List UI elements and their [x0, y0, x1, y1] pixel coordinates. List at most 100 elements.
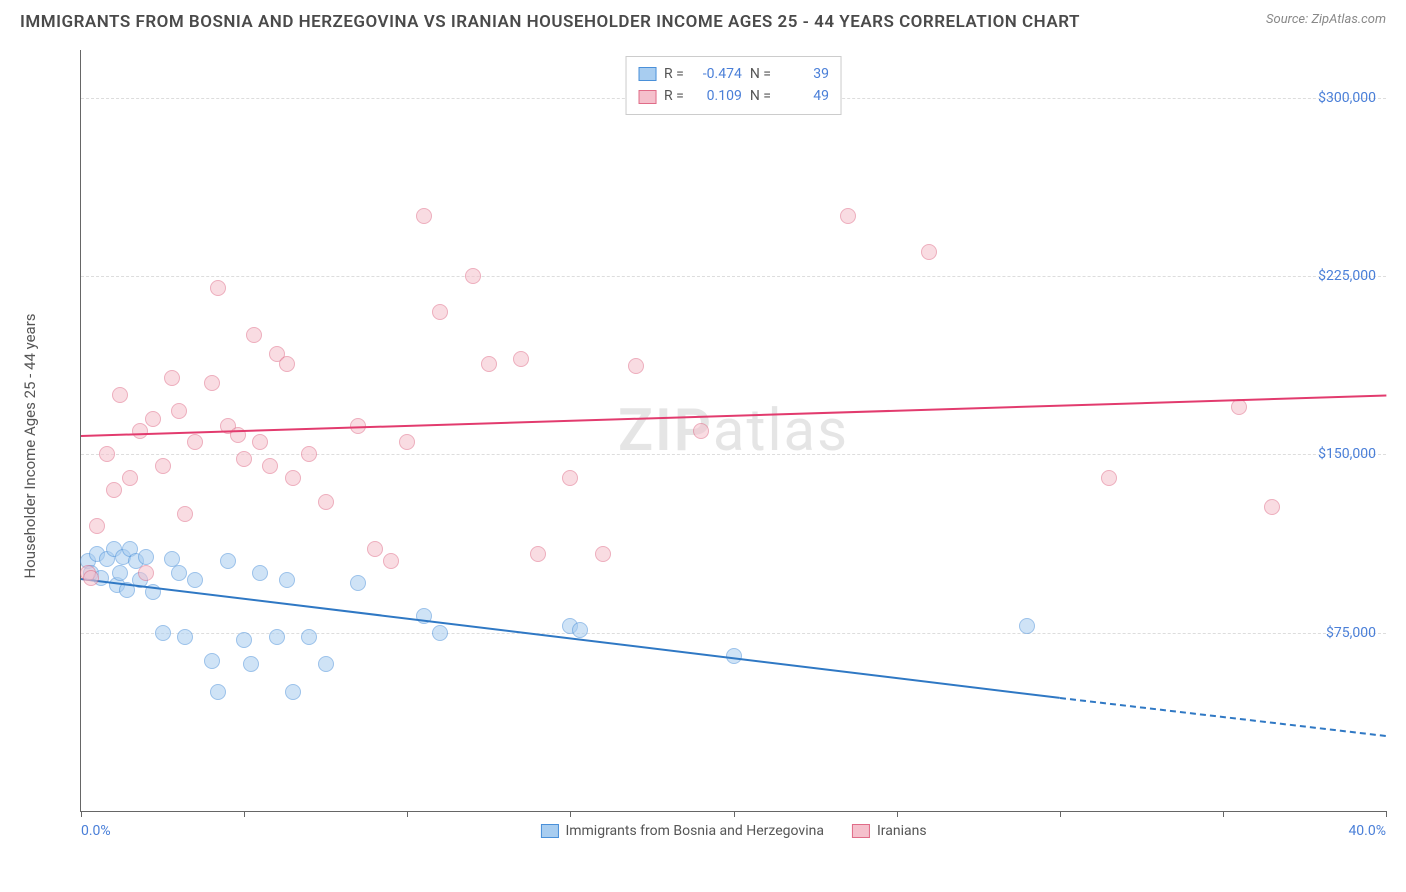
data-point-iranians	[530, 546, 546, 562]
data-point-iranians	[840, 208, 856, 224]
r-label: R =	[664, 63, 684, 85]
data-point-iranians	[122, 470, 138, 486]
legend-stats-box: R = -0.474 N = 39 R = 0.109 N = 49	[625, 56, 842, 115]
legend-label-iranians: Iranians	[877, 823, 927, 839]
data-point-iranians	[204, 375, 220, 391]
x-tick	[81, 811, 82, 817]
n-label: N =	[750, 63, 771, 85]
n-label: N =	[750, 85, 771, 107]
data-point-iranians	[367, 541, 383, 557]
data-point-bosnia	[350, 575, 366, 591]
data-point-bosnia	[285, 684, 301, 700]
data-point-bosnia	[432, 625, 448, 641]
data-point-bosnia	[1019, 618, 1035, 634]
legend-stats-row-1: R = -0.474 N = 39	[638, 63, 829, 85]
gridline	[81, 454, 1386, 455]
data-point-iranians	[416, 208, 432, 224]
data-point-bosnia	[204, 653, 220, 669]
chart-area: Householder Income Ages 25 - 44 years ZI…	[50, 50, 1386, 842]
data-point-bosnia	[171, 565, 187, 581]
y-tick-label: $225,000	[1318, 268, 1376, 284]
data-point-iranians	[187, 434, 203, 450]
data-point-bosnia	[572, 622, 588, 638]
r-label: R =	[664, 85, 684, 107]
data-point-bosnia	[243, 656, 259, 672]
data-point-iranians	[236, 451, 252, 467]
x-tick	[1386, 811, 1387, 817]
data-point-iranians	[99, 446, 115, 462]
data-point-bosnia	[138, 549, 154, 565]
data-point-iranians	[513, 351, 529, 367]
legend-item-iranians: Iranians	[852, 823, 927, 839]
trendline-bosnia-dashed	[1060, 697, 1386, 737]
data-point-iranians	[383, 553, 399, 569]
data-point-bosnia	[112, 565, 128, 581]
data-point-iranians	[155, 458, 171, 474]
x-tick	[734, 811, 735, 817]
data-point-iranians	[89, 518, 105, 534]
legend-stats-row-2: R = 0.109 N = 49	[638, 85, 829, 107]
data-point-iranians	[465, 268, 481, 284]
data-point-iranians	[246, 327, 262, 343]
data-point-bosnia	[269, 629, 285, 645]
data-point-iranians	[595, 546, 611, 562]
data-point-iranians	[562, 470, 578, 486]
data-point-iranians	[318, 494, 334, 510]
r-value-iranians: 0.109	[692, 85, 742, 107]
data-point-iranians	[921, 244, 937, 260]
n-value-iranians: 49	[779, 85, 829, 107]
data-point-iranians	[481, 356, 497, 372]
source-prefix: Source:	[1266, 12, 1311, 27]
data-point-iranians	[628, 358, 644, 374]
x-axis-min-label: 0.0%	[81, 823, 111, 839]
y-tick-label: $75,000	[1326, 625, 1376, 641]
data-point-iranians	[138, 565, 154, 581]
trendline-bosnia	[81, 578, 1060, 699]
data-point-iranians	[106, 482, 122, 498]
x-axis-max-label: 40.0%	[1348, 823, 1386, 839]
source-name: ZipAtlas.com	[1311, 12, 1386, 27]
header: IMMIGRANTS FROM BOSNIA AND HERZEGOVINA V…	[0, 0, 1406, 40]
data-point-iranians	[177, 506, 193, 522]
plot-region: ZIPatlas R = -0.474 N = 39 R = 0.109 N =…	[80, 50, 1386, 812]
source-attribution: Source: ZipAtlas.com	[1266, 12, 1386, 27]
data-point-iranians	[262, 458, 278, 474]
data-point-iranians	[164, 370, 180, 386]
legend-swatch-iranians	[852, 824, 870, 838]
data-point-bosnia	[210, 684, 226, 700]
data-point-iranians	[1264, 499, 1280, 515]
chart-container: IMMIGRANTS FROM BOSNIA AND HERZEGOVINA V…	[0, 0, 1406, 892]
data-point-iranians	[252, 434, 268, 450]
data-point-bosnia	[155, 625, 171, 641]
data-point-iranians	[112, 387, 128, 403]
legend-item-bosnia: Immigrants from Bosnia and Herzegovina	[540, 823, 824, 839]
x-tick	[1060, 811, 1061, 817]
data-point-bosnia	[252, 565, 268, 581]
y-tick-label: $150,000	[1318, 446, 1376, 462]
data-point-iranians	[1101, 470, 1117, 486]
data-point-iranians	[279, 356, 295, 372]
data-point-iranians	[83, 570, 99, 586]
legend-swatch-iranians	[638, 90, 656, 104]
y-axis-title: Householder Income Ages 25 - 44 years	[21, 313, 39, 578]
x-tick	[244, 811, 245, 817]
chart-title: IMMIGRANTS FROM BOSNIA AND HERZEGOVINA V…	[20, 12, 1080, 32]
data-point-iranians	[693, 423, 709, 439]
data-point-iranians	[301, 446, 317, 462]
trendline-iranians	[81, 395, 1386, 437]
legend-swatch-bosnia	[540, 824, 558, 838]
data-point-iranians	[145, 411, 161, 427]
r-value-bosnia: -0.474	[692, 63, 742, 85]
x-tick	[407, 811, 408, 817]
x-tick	[1223, 811, 1224, 817]
data-point-iranians	[210, 280, 226, 296]
x-tick	[570, 811, 571, 817]
data-point-iranians	[171, 403, 187, 419]
data-point-bosnia	[318, 656, 334, 672]
data-point-iranians	[399, 434, 415, 450]
n-value-bosnia: 39	[779, 63, 829, 85]
y-tick-label: $300,000	[1318, 90, 1376, 106]
data-point-bosnia	[236, 632, 252, 648]
legend-label-bosnia: Immigrants from Bosnia and Herzegovina	[565, 823, 824, 839]
data-point-bosnia	[220, 553, 236, 569]
